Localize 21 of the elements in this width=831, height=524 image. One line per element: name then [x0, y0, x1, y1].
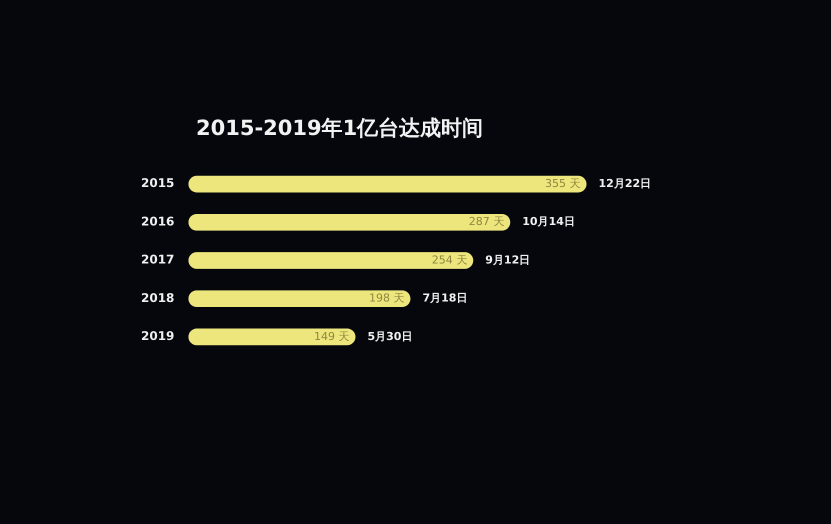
data-label: 355 天 — [545, 176, 581, 190]
annotation: 10月14日 — [522, 215, 575, 228]
data-label: 198 天 — [368, 292, 404, 305]
data-label: 287 天 — [468, 215, 504, 228]
annotation: 5月30日 — [368, 330, 412, 343]
annotation: 9月12日 — [485, 253, 530, 266]
y-tick-label: 2016 — [140, 214, 174, 228]
y-tick-label: 2015 — [140, 176, 174, 190]
annotation: 7月18日 — [422, 292, 468, 305]
y-tick-label: 2017 — [140, 252, 174, 267]
bar — [188, 214, 510, 231]
annotation: 12月22日 — [598, 176, 652, 190]
data-label: 149 天 — [314, 330, 350, 343]
bar — [188, 328, 356, 346]
y-tick-label: 2019 — [140, 329, 174, 344]
y-tick-label: 2018 — [140, 290, 174, 305]
bar — [188, 176, 587, 192]
chart-title: 2015-2019年1亿台达成时间 — [196, 115, 484, 142]
data-label: 254 天 — [432, 253, 468, 266]
bar — [188, 290, 410, 308]
bar — [188, 252, 474, 269]
